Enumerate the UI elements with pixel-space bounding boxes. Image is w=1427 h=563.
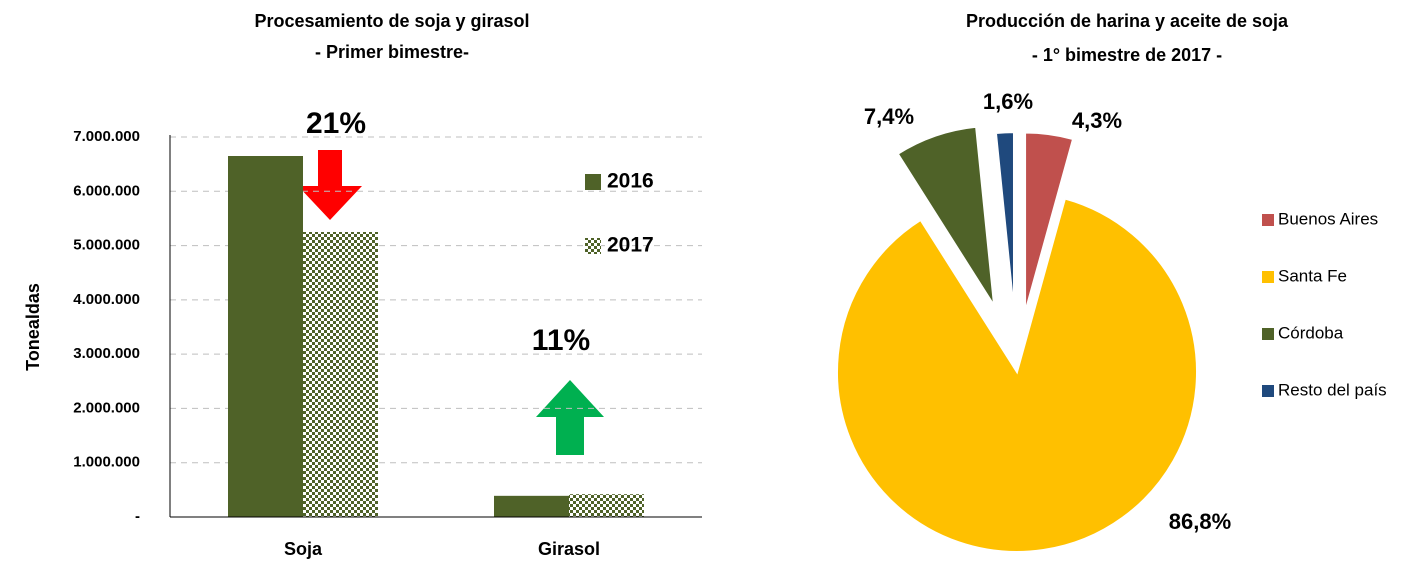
bar — [494, 495, 569, 517]
pie-slice — [896, 125, 996, 307]
pie-slice — [994, 131, 1015, 313]
pie-slice — [836, 197, 1199, 553]
y-axis-label: Tonealdas — [23, 283, 43, 371]
y-tick-label: 5.000.000 — [73, 237, 140, 254]
legend-swatch — [585, 238, 601, 254]
x-tick-label: Girasol — [538, 539, 600, 559]
bar — [303, 232, 378, 517]
legend-label: Buenos Aires — [1278, 209, 1378, 228]
down-arrow — [298, 150, 362, 220]
pie-label: 4,3% — [1072, 108, 1122, 133]
x-tick-label: Soja — [284, 539, 323, 559]
pie-slice — [1024, 131, 1075, 313]
y-tick-label: 1.000.000 — [73, 454, 140, 471]
y-tick-label: 2.000.000 — [73, 399, 140, 416]
bar — [569, 494, 644, 517]
bar — [228, 156, 303, 517]
pie-subtitle: - 1° bimestre de 2017 - — [1032, 45, 1222, 65]
legend-swatch — [1262, 385, 1274, 397]
legend-label: Resto del país — [1278, 380, 1387, 399]
legend-label: 2017 — [607, 234, 654, 257]
pie-label: 86,8% — [1169, 509, 1231, 534]
pie-title: Producción de harina y aceite de soja — [966, 11, 1289, 31]
legend-label: 2016 — [607, 170, 654, 193]
pie-label: 7,4% — [864, 104, 914, 129]
legend-swatch — [1262, 328, 1274, 340]
y-tick-label: 3.000.000 — [73, 345, 140, 362]
legend-label: Córdoba — [1278, 323, 1344, 342]
legend-swatch — [585, 174, 601, 190]
legend-swatch — [1262, 214, 1274, 226]
pie-label: 1,6% — [983, 89, 1033, 114]
y-tick-label: - — [135, 508, 140, 525]
up-arrow — [536, 380, 604, 455]
y-tick-label: 6.000.000 — [73, 182, 140, 199]
bar-subtitle: - Primer bimestre- — [315, 42, 469, 62]
bar-title: Procesamiento de soja y girasol — [254, 11, 529, 31]
y-tick-label: 7.000.000 — [73, 128, 140, 145]
annotation: 21% — [306, 107, 366, 140]
y-tick-label: 4.000.000 — [73, 291, 140, 308]
legend-swatch — [1262, 271, 1274, 283]
annotation: 11% — [532, 324, 590, 357]
legend-label: Santa Fe — [1278, 266, 1347, 285]
